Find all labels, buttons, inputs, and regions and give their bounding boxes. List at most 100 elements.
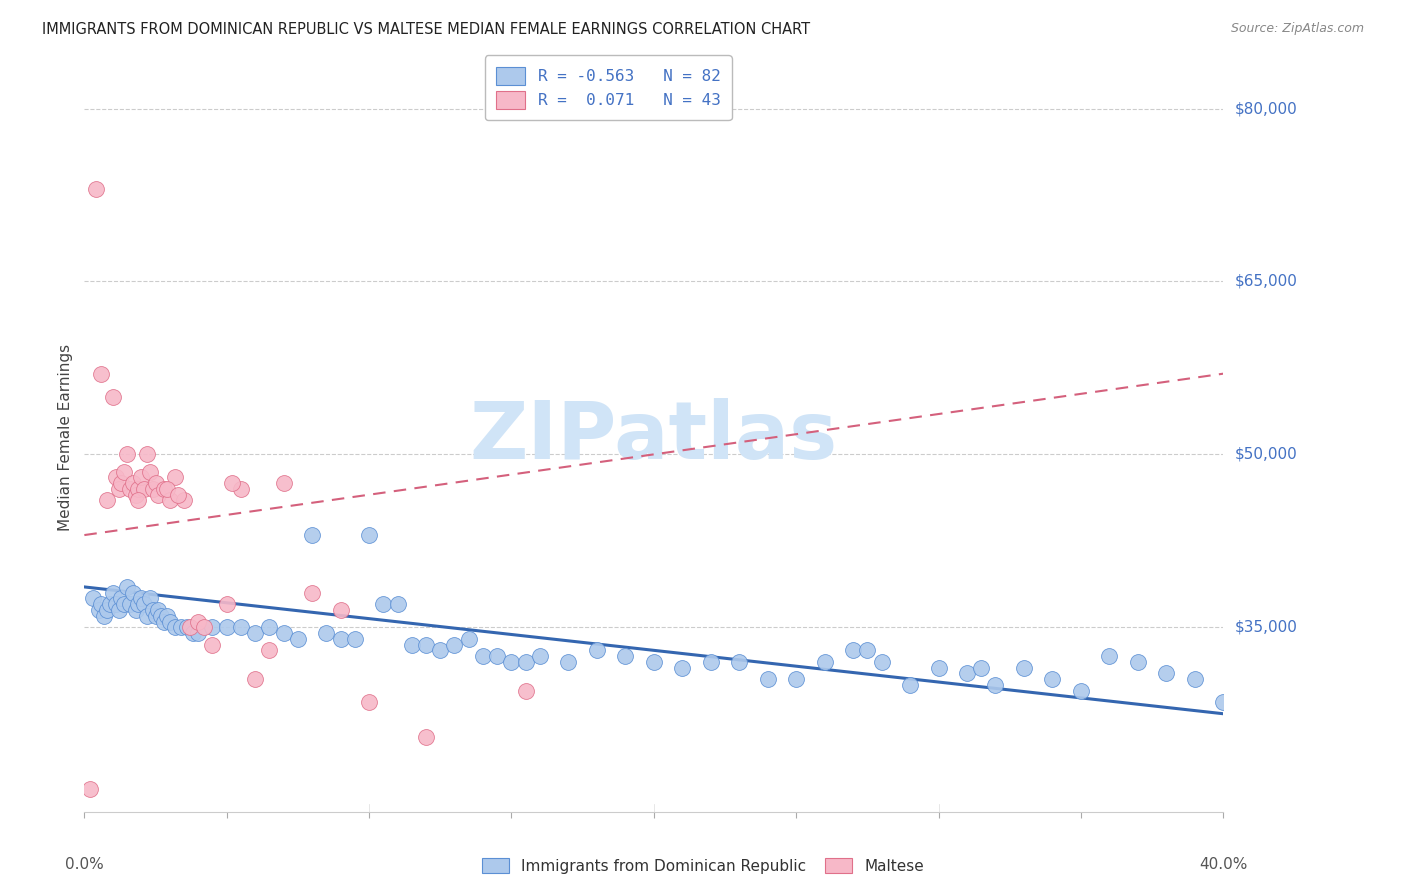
Point: [215, 620, 238, 634]
Point: [165, 470, 187, 484]
Point: [842, 643, 865, 657]
Point: [201, 620, 224, 634]
Text: $65,000: $65,000: [1234, 274, 1298, 289]
Point: [127, 482, 149, 496]
Point: [98, 597, 121, 611]
Point: [104, 597, 127, 611]
Point: [156, 482, 179, 496]
Point: [181, 626, 204, 640]
Point: [159, 615, 181, 629]
Point: [159, 493, 181, 508]
Point: [700, 655, 723, 669]
Y-axis label: Median Female Earnings: Median Female Earnings: [58, 343, 73, 531]
Point: [1212, 695, 1234, 709]
Point: [614, 649, 637, 664]
Text: 40.0%: 40.0%: [1199, 856, 1247, 871]
Point: [1042, 672, 1064, 686]
Point: [273, 626, 295, 640]
Point: [134, 482, 156, 496]
Point: [586, 643, 609, 657]
Point: [131, 470, 153, 484]
Point: [301, 528, 323, 542]
Point: [245, 672, 267, 686]
Point: [96, 603, 118, 617]
Point: [145, 608, 167, 623]
Point: [127, 597, 149, 611]
Legend: Immigrants from Dominican Republic, Maltese: Immigrants from Dominican Republic, Malt…: [475, 852, 931, 880]
Point: [671, 660, 693, 674]
Point: [139, 591, 162, 606]
Point: [329, 603, 352, 617]
Point: [127, 493, 149, 508]
Point: [139, 465, 162, 479]
Point: [501, 655, 523, 669]
Point: [79, 781, 101, 796]
Text: Source: ZipAtlas.com: Source: ZipAtlas.com: [1230, 22, 1364, 36]
Point: [142, 603, 165, 617]
Point: [359, 695, 381, 709]
Point: [429, 643, 451, 657]
Point: [1070, 683, 1092, 698]
Point: [515, 683, 537, 698]
Text: IMMIGRANTS FROM DOMINICAN REPUBLIC VS MALTESE MEDIAN FEMALE EARNINGS CORRELATION: IMMIGRANTS FROM DOMINICAN REPUBLIC VS MA…: [42, 22, 810, 37]
Point: [472, 649, 495, 664]
Point: [170, 620, 193, 634]
Point: [557, 655, 579, 669]
Text: 0.0%: 0.0%: [65, 856, 104, 871]
Point: [101, 390, 124, 404]
Point: [359, 528, 381, 542]
Point: [215, 597, 238, 611]
Point: [856, 643, 879, 657]
Point: [187, 615, 209, 629]
Point: [90, 367, 112, 381]
Point: [387, 597, 409, 611]
Point: [121, 476, 143, 491]
Point: [756, 672, 779, 686]
Point: [153, 482, 176, 496]
Point: [1012, 660, 1035, 674]
Point: [87, 603, 110, 617]
Point: [110, 476, 132, 491]
Point: [814, 655, 837, 669]
Point: [187, 626, 209, 640]
Point: [118, 597, 141, 611]
Point: [118, 482, 141, 496]
Point: [176, 620, 198, 634]
Point: [259, 643, 281, 657]
Point: [415, 638, 437, 652]
Text: ZIPatlas: ZIPatlas: [470, 398, 838, 476]
Point: [486, 649, 509, 664]
Point: [229, 482, 252, 496]
Point: [165, 620, 187, 634]
Point: [96, 493, 118, 508]
Point: [1156, 666, 1178, 681]
Point: [84, 182, 107, 196]
Point: [229, 620, 252, 634]
Point: [148, 488, 170, 502]
Point: [167, 488, 190, 502]
Point: [124, 488, 146, 502]
Point: [101, 585, 124, 599]
Point: [970, 660, 993, 674]
Point: [134, 597, 156, 611]
Point: [82, 591, 104, 606]
Point: [956, 666, 979, 681]
Point: [131, 591, 153, 606]
Point: [104, 470, 127, 484]
Point: [115, 580, 138, 594]
Point: [136, 447, 159, 461]
Point: [221, 476, 243, 491]
Point: [148, 603, 170, 617]
Point: [343, 632, 366, 646]
Point: [156, 608, 179, 623]
Point: [110, 591, 132, 606]
Point: [443, 638, 465, 652]
Point: [179, 620, 201, 634]
Point: [136, 608, 159, 623]
Point: [415, 730, 437, 744]
Point: [301, 585, 323, 599]
Point: [115, 447, 138, 461]
Text: $80,000: $80,000: [1234, 101, 1298, 116]
Point: [173, 493, 195, 508]
Point: [785, 672, 807, 686]
